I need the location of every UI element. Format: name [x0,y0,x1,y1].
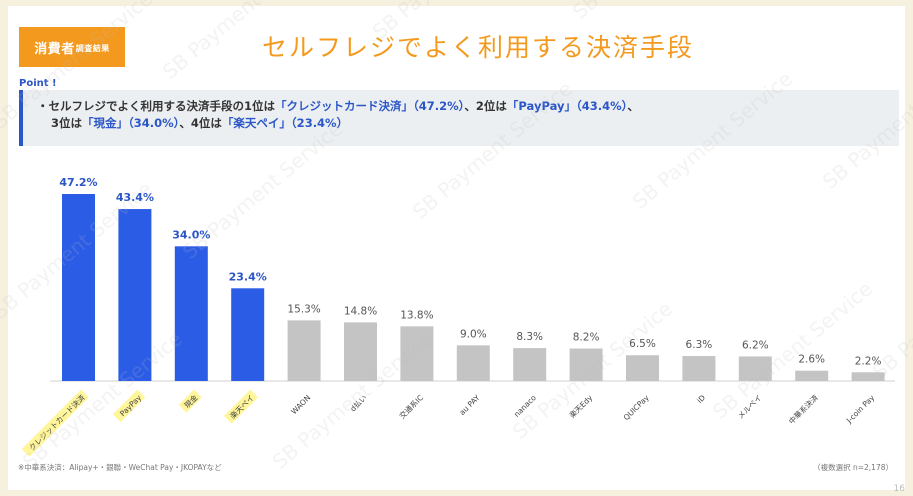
data-label: 34.0% [172,228,210,241]
point-text-segment: 、4位は [179,116,222,130]
page-title: セルフレジでよく利用する決済手段 [261,33,694,62]
category-label: J-coin Pay [844,393,877,426]
badge-main-text: 消費者 [34,41,75,57]
data-label: 15.3% [287,303,320,315]
data-label: 8.3% [516,331,543,343]
point-highlight: 「クレジットカード決済」（47.2%） [275,99,465,113]
category-label-highlight [21,389,89,457]
category-label: 楽天ペイ [228,392,256,420]
point-label: Point ! [19,78,57,89]
bar [174,246,208,381]
bar [400,326,434,381]
bar [344,322,377,381]
category-label: d払い [348,392,369,413]
point-text-segment: 、2位は [464,99,507,113]
point-highlight: 「現金」（34.0%） [82,116,180,130]
bar [231,288,265,381]
bar [738,356,772,381]
bar [851,372,885,381]
data-label: 6.3% [686,339,713,351]
bar [62,194,95,381]
bar [287,320,321,381]
category-label: au PAY [458,393,482,417]
bar [118,209,152,381]
category-label: 楽天Edy [567,392,595,420]
bar [682,356,716,381]
data-label: 2.6% [798,354,825,366]
data-label: 6.5% [629,338,656,350]
bar [569,348,603,381]
category-label-highlight [178,389,202,413]
category-label-highlight [112,389,146,422]
badge-sub-text: 調査結果 [75,44,110,53]
category-label: nanaco [512,393,538,419]
data-label: 43.4% [116,191,154,204]
data-label: 8.2% [573,332,600,344]
category-label: WAON [289,393,312,416]
slide: 消費者 調査結果 セルフレジでよく利用する決済手段 Point ! ・セルフレジで… [8,6,905,490]
point-highlight: 「PayPay」（43.4%） [506,99,628,113]
category-label-highlight [223,389,259,424]
point-line-2: 3位は「現金」（34.0%）、4位は「楽天ペイ」（23.4%） [37,115,887,132]
category-label: iD [695,393,707,405]
point-box: ・セルフレジでよく利用する決済手段の1位は「クレジットカード決済」（47.2%）… [19,90,899,146]
point-line-1: ・セルフレジでよく利用する決済手段の1位は「クレジットカード決済」（47.2%）… [37,98,887,115]
data-label: 9.0% [460,328,487,340]
category-label: メルペイ [736,393,764,421]
page-number: 16 [893,484,905,494]
consumer-survey-badge: 消費者 調査結果 [19,27,125,67]
data-label: 13.8% [400,309,433,321]
bar [456,345,490,381]
category-label: クレジットカード決済 [27,392,87,452]
bar [513,348,547,381]
point-text: ・セルフレジでよく利用する決済手段の1位は「クレジットカード決済」（47.2%）… [37,98,887,132]
point-text-segment: 3位は [51,116,83,130]
category-label: 中華系決済 [786,392,820,426]
data-label: 2.2% [855,355,882,367]
category-label: QUICPay [622,393,651,422]
data-label: 47.2% [59,176,97,189]
bar [626,355,659,381]
bar [795,370,829,381]
point-text-segment: ・セルフレジでよく利用する決済手段の1位は [37,99,275,113]
footnote-left: ※中華系決済：Alipay+・銀聯・WeChat Pay・JKOPAYなど [18,463,222,472]
footnote-right: （複数選択 n=2,178） [813,463,893,472]
point-highlight: 「楽天ペイ」（23.4%） [221,116,349,130]
point-text-segment: 、 [627,99,639,113]
data-label: 14.8% [344,305,377,317]
category-label: 交通系IC [397,392,425,420]
data-label: 23.4% [229,270,267,283]
data-label: 6.2% [742,339,769,351]
